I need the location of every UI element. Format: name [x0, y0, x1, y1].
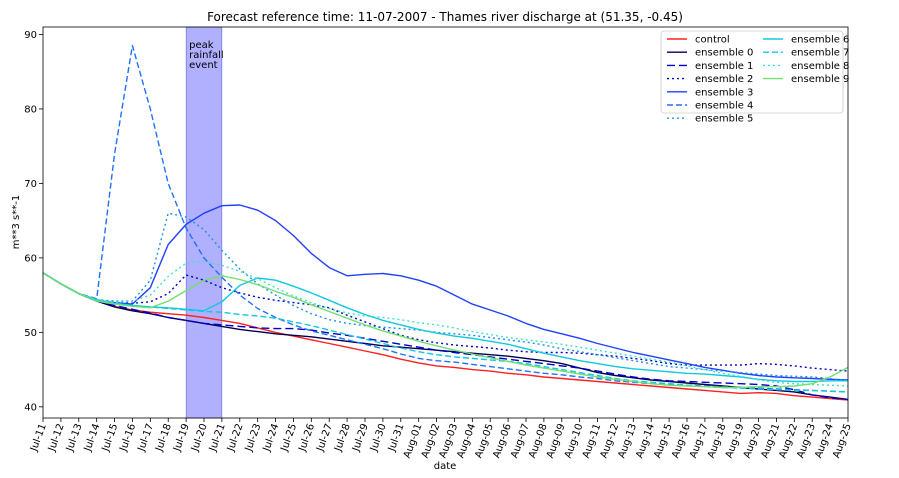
- annotation-line: peak: [189, 40, 214, 51]
- annotation-line: rainfall: [189, 50, 224, 61]
- highlight-layer: [185, 26, 223, 419]
- highlight-span: [185, 26, 223, 419]
- series-line-ensemble-8: [42, 260, 849, 387]
- series-line-control: [42, 272, 849, 401]
- legend-label: ensemble 9: [791, 74, 849, 85]
- legend-label: ensemble 4: [695, 101, 753, 112]
- legend-label: control: [695, 35, 730, 46]
- legend-label: ensemble 7: [791, 48, 849, 59]
- x-axis-label: date: [434, 461, 457, 472]
- annotation-label: peak rainfall event: [189, 40, 224, 71]
- y-tick-label: 90: [24, 30, 37, 41]
- annotation-layer: peak rainfall event: [189, 40, 224, 71]
- y-tick-label: 80: [24, 104, 37, 115]
- y-axis: 40 50 60 70 80 90: [24, 30, 43, 413]
- legend-label: ensemble 8: [791, 61, 849, 72]
- legend-label: ensemble 0: [695, 48, 753, 59]
- series-line-ensemble-6: [42, 272, 848, 383]
- annotation-line: event: [189, 60, 218, 71]
- legend-label: ensemble 1: [695, 61, 753, 72]
- y-axis-label: m**3 s**-1: [11, 195, 22, 249]
- series-line-ensemble-2: [42, 272, 849, 372]
- y-tick-label: 40: [24, 402, 37, 413]
- legend-label: ensemble 5: [695, 114, 753, 125]
- x-axis: Jul-11Jul-12Jul-13Jul-14Jul-15Jul-16Jul-…: [28, 418, 854, 460]
- legend: control ensemble 0 ensemble 1 ensemble 2 ens…: [660, 30, 849, 125]
- legend-label: ensemble 3: [695, 87, 753, 98]
- chart-title: Forecast reference time: 11-07-2007 - Th…: [207, 10, 683, 24]
- plot-frame: [42, 26, 849, 419]
- series-layer: [42, 44, 849, 401]
- y-tick-label: 50: [24, 328, 37, 339]
- series-line-ensemble-3: [42, 204, 849, 381]
- series-line-ensemble-4: [42, 44, 849, 393]
- legend-box: [660, 30, 844, 114]
- y-tick-label: 60: [24, 253, 37, 264]
- legend-label: ensemble 2: [695, 74, 753, 85]
- series-line-ensemble-1: [42, 272, 849, 401]
- series-line-ensemble-0: [42, 272, 849, 401]
- legend-label: ensemble 6: [791, 35, 849, 46]
- series-line-ensemble-9: [42, 272, 849, 389]
- y-tick-label: 70: [24, 179, 37, 190]
